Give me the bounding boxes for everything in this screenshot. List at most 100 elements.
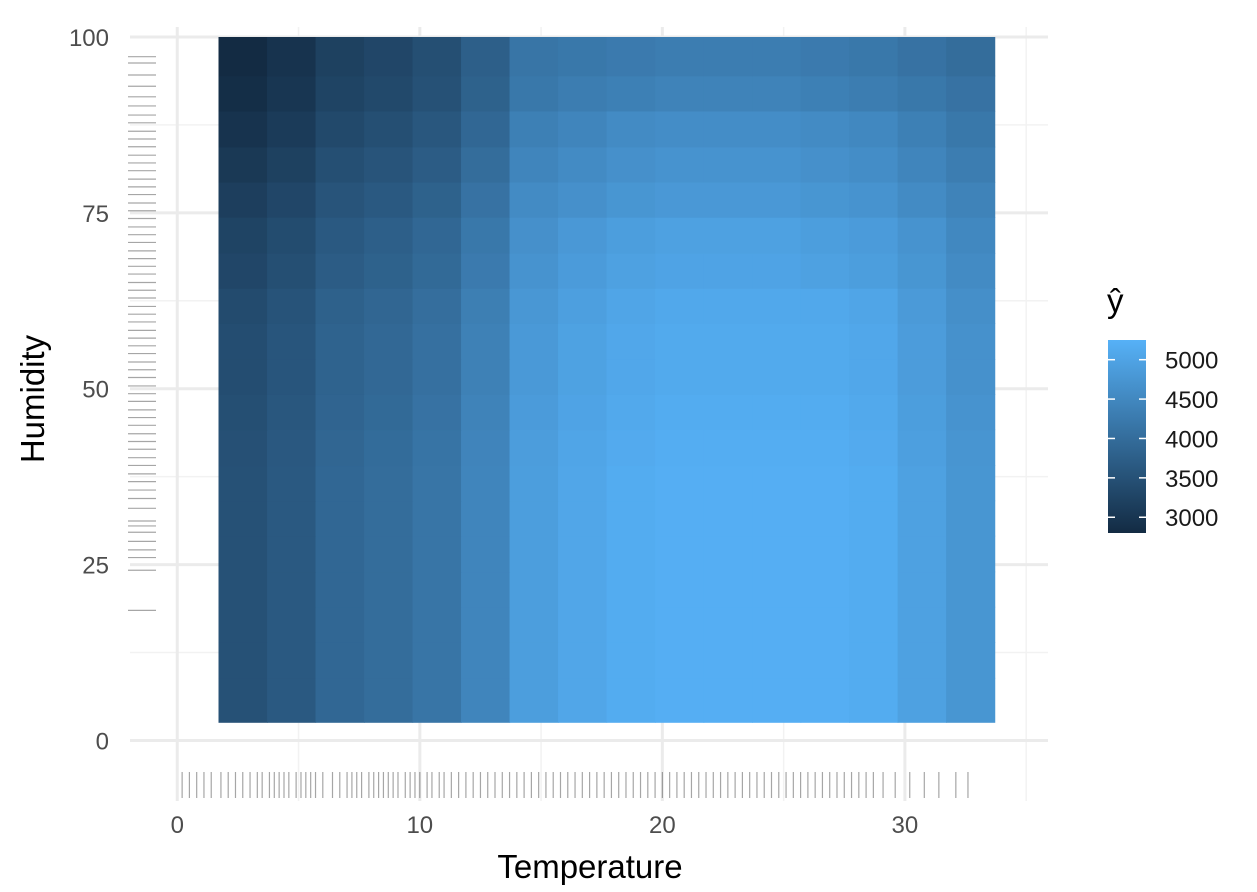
heatmap-cell (655, 359, 705, 395)
heatmap-cell (606, 606, 656, 643)
heatmap-cell (703, 146, 753, 183)
heatmap-cell (849, 606, 899, 643)
heatmap-cell (509, 429, 559, 467)
heatmap-cell (558, 146, 608, 183)
heatmap-cell (412, 146, 462, 183)
heatmap-cell (703, 535, 753, 573)
heatmap-cell (412, 217, 462, 254)
heatmap-cell (364, 110, 414, 148)
legend-label: 3000 (1165, 505, 1218, 532)
heatmap-cell (218, 359, 268, 395)
legend-title: ŷ (1107, 282, 1124, 319)
heatmap-cell (897, 571, 947, 608)
heatmap-cell (509, 394, 559, 431)
heatmap-cell (267, 181, 317, 218)
heatmap-cell (461, 677, 511, 723)
heatmap-cell (509, 359, 559, 395)
heatmap-cell (897, 429, 947, 467)
heatmap-cell (849, 181, 899, 218)
heatmap-cell (509, 75, 559, 112)
heatmap-cell (703, 677, 753, 723)
heatmap-cell (800, 642, 850, 679)
heatmap-cell (267, 359, 317, 395)
heatmap-cell (606, 217, 656, 254)
heatmap-cell (752, 535, 802, 573)
heatmap-cell (364, 359, 414, 395)
heatmap-cell (315, 75, 365, 112)
heatmap-cell (655, 252, 705, 289)
heatmap-cell (849, 394, 899, 431)
heatmap-cell (800, 181, 850, 218)
heatmap-cell (752, 429, 802, 467)
heatmap-cell (412, 110, 462, 148)
heatmap-cell (800, 571, 850, 608)
heatmap-cell (364, 642, 414, 679)
heatmap-cell (897, 500, 947, 537)
heatmap-cell (800, 75, 850, 112)
heatmap-cell (315, 323, 365, 360)
heatmap-cell (703, 252, 753, 289)
heatmap-cell (606, 110, 656, 148)
heatmap-cell (558, 323, 608, 360)
heatmap-cell (509, 252, 559, 289)
heatmap-cell (558, 252, 608, 289)
heatmap-cell (412, 642, 462, 679)
heatmap-cell (364, 288, 414, 324)
heatmap-cell (752, 146, 802, 183)
heatmap-cell (849, 217, 899, 254)
heatmap-cell (946, 465, 996, 502)
heatmap-cell (558, 642, 608, 679)
heatmap-cell (315, 535, 365, 573)
heatmap-cell (703, 429, 753, 467)
heatmap-cell (218, 571, 268, 608)
heatmap-cell (849, 677, 899, 723)
heatmap-cell (267, 394, 317, 431)
heatmap-cell (606, 37, 656, 77)
heatmap-cell (752, 642, 802, 679)
heatmap-cell (509, 37, 559, 77)
heatmap-cell (412, 252, 462, 289)
y-tick-label: 100 (69, 25, 109, 52)
heatmap-cell (606, 535, 656, 573)
legend-label: 3500 (1165, 466, 1218, 493)
heatmap-cell (267, 75, 317, 112)
heatmap-cell (946, 181, 996, 218)
heatmap-cell (703, 606, 753, 643)
heatmap-cell (509, 110, 559, 148)
heatmap-cell (800, 535, 850, 573)
heatmap-cell (315, 500, 365, 537)
heatmap-cell (267, 571, 317, 608)
heatmap-cell (897, 642, 947, 679)
heatmap-cell (897, 146, 947, 183)
heatmap-cell (703, 217, 753, 254)
heatmap-cell (849, 110, 899, 148)
heatmap-cell (752, 394, 802, 431)
heatmap-cell (703, 75, 753, 112)
heatmap-cell (218, 181, 268, 218)
heatmap-cell (315, 252, 365, 289)
heatmap-cell (558, 359, 608, 395)
x-tick-label: 30 (892, 812, 919, 839)
heatmap-cell (703, 500, 753, 537)
heatmap-cell (655, 571, 705, 608)
heatmap-cell (752, 465, 802, 502)
heatmap-cell (315, 217, 365, 254)
heatmap-cell (267, 288, 317, 324)
heatmap-cell (461, 252, 511, 289)
heatmap-cell (267, 677, 317, 723)
heatmap-cell (218, 394, 268, 431)
heatmap-cell (267, 500, 317, 537)
heatmap-cell (849, 500, 899, 537)
heatmap-cell (800, 359, 850, 395)
heatmap-cell (412, 37, 462, 77)
heatmap-cell (752, 571, 802, 608)
heatmap-cell (849, 571, 899, 608)
heatmap-cell (655, 217, 705, 254)
heatmap-cell (655, 146, 705, 183)
heatmap-cell (558, 181, 608, 218)
heatmap-cell (461, 146, 511, 183)
heatmap-cell (461, 465, 511, 502)
heatmap-cell (800, 37, 850, 77)
heatmap-cell (461, 535, 511, 573)
heatmap-cell (800, 500, 850, 537)
